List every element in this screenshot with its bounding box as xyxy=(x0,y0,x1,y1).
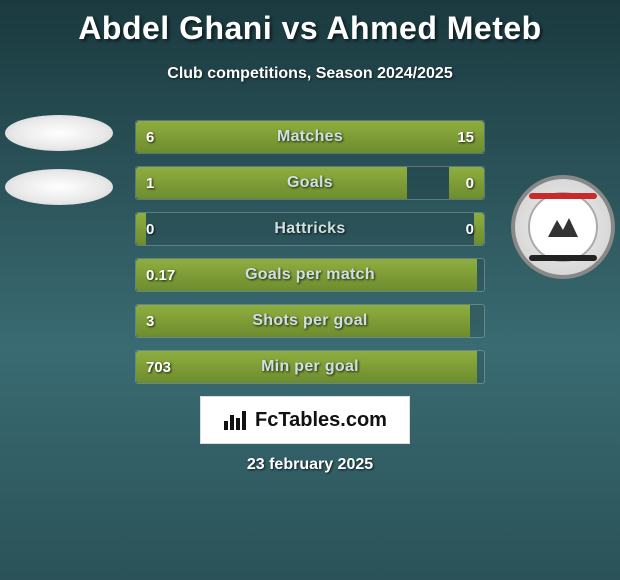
stat-label: Matches xyxy=(136,121,484,153)
player-left-ellipse-1 xyxy=(5,115,113,151)
stat-value-right: 0 xyxy=(466,213,474,245)
stat-value-right: 0 xyxy=(466,167,474,199)
stat-row: Goals1 0 xyxy=(135,166,485,200)
stat-row: Goals per match0.17 xyxy=(135,258,485,292)
stat-row: Shots per goal3 xyxy=(135,304,485,338)
stat-value-left: 0.17 xyxy=(146,259,175,291)
stat-row: Hattricks0 0 xyxy=(135,212,485,246)
stat-row: Min per goal703 xyxy=(135,350,485,384)
stat-value-left: 6 xyxy=(146,121,154,153)
brand-watermark: FcTables.com xyxy=(200,396,410,444)
stat-value-left: 3 xyxy=(146,305,154,337)
player-left-ellipse-2 xyxy=(5,169,113,205)
stat-value-left: 703 xyxy=(146,351,171,383)
stat-label: Shots per goal xyxy=(136,305,484,337)
page-title: Abdel Ghani vs Ahmed Meteb xyxy=(0,0,620,47)
comparison-infographic: Abdel Ghani vs Ahmed Meteb Club competit… xyxy=(0,0,620,580)
page-subtitle: Club competitions, Season 2024/2025 xyxy=(0,65,620,83)
player-right-badge xyxy=(511,175,615,279)
stat-row: Matches6 15 xyxy=(135,120,485,154)
club-crest-icon xyxy=(511,175,615,279)
stat-value-left: 0 xyxy=(146,213,154,245)
date-label: 23 february 2025 xyxy=(0,456,620,474)
stat-label: Hattricks xyxy=(136,213,484,245)
stat-value-left: 1 xyxy=(146,167,154,199)
player-left-badges xyxy=(5,115,113,223)
stat-label: Goals per match xyxy=(136,259,484,291)
brand-text: FcTables.com xyxy=(255,409,387,432)
stats-rows: Matches615Goals10Hattricks00Goals per ma… xyxy=(135,120,485,396)
stat-label: Goals xyxy=(136,167,484,199)
bars-icon xyxy=(223,409,249,431)
stat-value-right: 15 xyxy=(457,121,474,153)
stat-label: Min per goal xyxy=(136,351,484,383)
